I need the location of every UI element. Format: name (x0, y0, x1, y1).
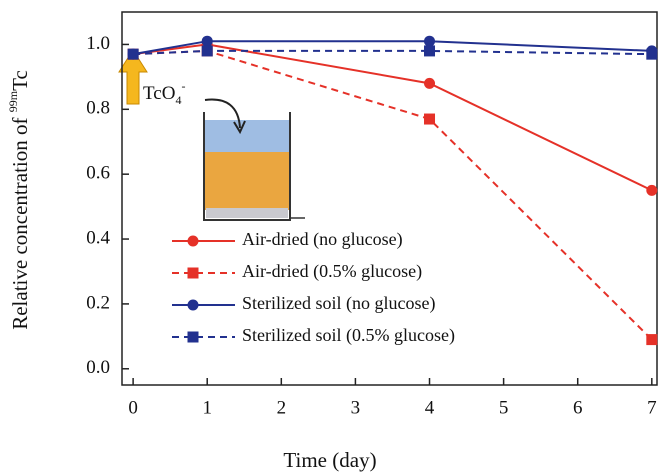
data-point (646, 49, 657, 60)
x-tick-label: 3 (351, 397, 361, 418)
data-point (202, 45, 213, 56)
legend-label: Air-dried (no glucose) (242, 229, 403, 250)
y-label-text: Tc (8, 70, 32, 91)
x-tick-label: 1 (202, 397, 212, 418)
y-tick-label: 0.8 (86, 98, 110, 119)
chart: TcO4- Time (day) Relative concentration … (0, 0, 661, 476)
x-tick-label: 6 (573, 397, 583, 418)
x-tick-label: 0 (128, 397, 138, 418)
legend-label: Sterilized soil (no glucose) (242, 293, 435, 314)
data-point (128, 49, 139, 60)
x-axis-label: Time (day) (283, 448, 376, 472)
y-tick-label: 0.4 (86, 227, 110, 248)
x-tick-label: 4 (425, 397, 435, 418)
y-tick-label: 1.0 (86, 33, 110, 54)
annotation-sup: - (181, 79, 185, 93)
legend-label: Sterilized soil (0.5% glucose) (242, 325, 455, 346)
legend-label: Air-dried (0.5% glucose) (242, 261, 422, 282)
legend-marker (188, 332, 199, 343)
data-point (424, 45, 435, 56)
x-tick-label: 2 (277, 397, 287, 418)
y-axis-label: Relative concentration of 99mTc (6, 70, 32, 330)
data-point (646, 334, 657, 345)
inset-beaker (204, 100, 305, 220)
y-label-text: Relative concentration of (8, 112, 32, 330)
legend-marker (188, 268, 199, 279)
y-tick-label: 0.6 (86, 163, 110, 184)
legend-marker (188, 300, 199, 311)
y-label-sup: 99m (6, 90, 20, 112)
annotation-sub: 4 (175, 93, 181, 107)
data-point (424, 36, 435, 47)
data-point (202, 36, 213, 47)
x-tick-label: 7 (647, 397, 657, 418)
annotation-text: TcO (143, 83, 175, 104)
x-tick-label: 5 (499, 397, 509, 418)
legend-marker (188, 236, 199, 247)
data-point (424, 78, 435, 89)
annotation: TcO4- (143, 79, 185, 107)
y-tick-label: 0.0 (86, 357, 110, 378)
y-tick-label: 0.2 (86, 292, 110, 313)
data-point (424, 114, 435, 125)
data-point (646, 185, 657, 196)
